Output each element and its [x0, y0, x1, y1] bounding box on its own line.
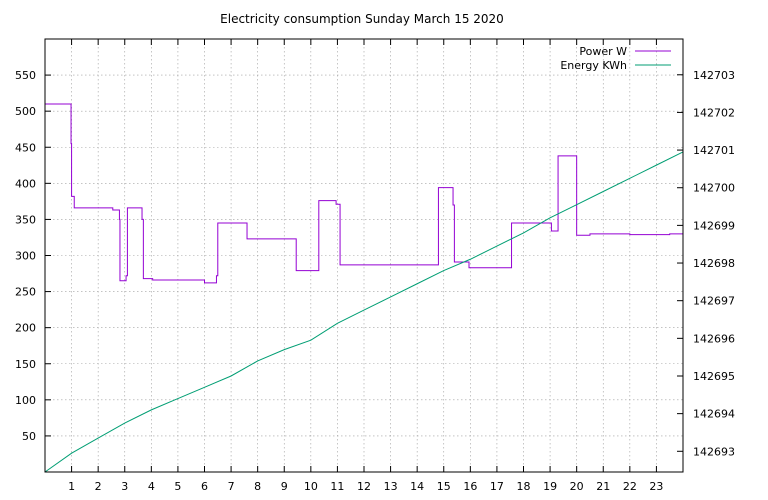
y-right-tick-label: 142694: [693, 408, 735, 421]
y-right-tick-label: 142700: [693, 182, 735, 195]
x-tick-label: 11: [330, 480, 344, 493]
y-left-tick-label: 500: [15, 105, 36, 118]
y-right-tick-label: 142701: [693, 144, 735, 157]
x-tick-label: 4: [148, 480, 155, 493]
x-tick-label: 18: [517, 480, 531, 493]
series-layer: [44, 103, 684, 473]
x-tick-label: 6: [201, 480, 208, 493]
x-tick-label: 2: [95, 480, 102, 493]
series-line-power: [45, 103, 683, 284]
x-tick-label: 7: [228, 480, 235, 493]
y-right-tick-label: 142696: [693, 332, 735, 345]
y-left-tick-label: 150: [15, 358, 36, 371]
y-right-tick-label: 142693: [693, 445, 735, 458]
y-left-tick-label: 550: [15, 69, 36, 82]
y-right-tick-label: 142695: [693, 370, 735, 383]
x-tick-label: 3: [121, 480, 128, 493]
legend: Power W Energy KWh: [560, 45, 671, 72]
x-tick-label: 23: [649, 480, 663, 493]
y-left-tick-label: 400: [15, 177, 36, 190]
y-right-tick-label: 142703: [693, 69, 735, 82]
plot-frame: [44, 38, 684, 473]
x-tick-label: 21: [596, 480, 610, 493]
x-tick-label: 22: [623, 480, 637, 493]
y-left-tick-label: 50: [22, 430, 36, 443]
x-tick-label: 17: [490, 480, 504, 493]
ticks-layer: 1 2 3 4 5 6 7 8 9 10 11 12 13 14 15 16 17 18 19 20 21 22 23501…: [15, 39, 735, 493]
y-left-tick-label: 250: [15, 286, 36, 299]
y-right-tick-label: 142698: [693, 257, 735, 270]
x-tick-label: 13: [384, 480, 398, 493]
series-line-energy: [44, 151, 684, 473]
y-left-tick-label: 300: [15, 250, 36, 263]
x-tick-label: 14: [410, 480, 424, 493]
x-tick-label: 20: [570, 480, 584, 493]
y-left-tick-label: 350: [15, 213, 36, 226]
x-tick-label: 12: [357, 480, 371, 493]
legend-label-energy: Energy KWh: [560, 59, 627, 72]
y-left-tick-label: 450: [15, 141, 36, 154]
x-tick-label: 5: [174, 480, 181, 493]
legend-label-power: Power W: [579, 45, 627, 58]
grid: [45, 39, 683, 472]
y-left-tick-label: 200: [15, 322, 36, 335]
x-tick-label: 9: [281, 480, 288, 493]
y-right-tick-label: 142697: [693, 295, 735, 308]
x-tick-label: 16: [463, 480, 477, 493]
x-tick-label: 10: [304, 480, 318, 493]
y-right-tick-label: 142699: [693, 219, 735, 232]
x-tick-label: 19: [543, 480, 557, 493]
y-right-tick-label: 142702: [693, 106, 735, 119]
chart-title: Electricity consumption Sunday March 15 …: [220, 12, 504, 26]
x-tick-label: 1: [68, 480, 75, 493]
y-left-tick-label: 100: [15, 394, 36, 407]
x-tick-label: 8: [254, 480, 261, 493]
x-tick-label: 15: [437, 480, 451, 493]
